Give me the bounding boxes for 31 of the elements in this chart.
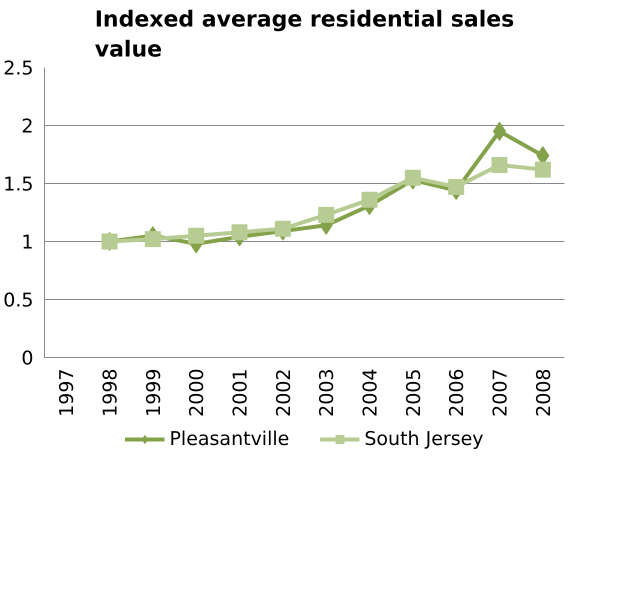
x-tick-label: 2007 <box>490 368 512 417</box>
x-tick-label: 2003 <box>316 368 338 417</box>
legend-label: Pleasantville <box>169 428 290 450</box>
x-tick-label: 2002 <box>272 368 295 417</box>
x-tick-label: 2004 <box>360 368 382 417</box>
chart-title: Indexed average residential sales value <box>94 8 514 62</box>
y-tick-label: 0.5 <box>3 290 34 312</box>
point <box>404 170 421 186</box>
y-tick-label: 2 <box>21 116 34 138</box>
point <box>318 206 334 223</box>
x-tick-label: 1999 <box>142 368 165 417</box>
point <box>188 228 204 244</box>
x-tick-label: 1998 <box>100 368 122 417</box>
point <box>492 156 508 173</box>
x-tick-label: 2000 <box>186 368 208 417</box>
point <box>534 162 551 178</box>
x-tick-label: 2005 <box>402 368 425 417</box>
y-tick-label: 0 <box>21 348 34 370</box>
point <box>448 178 464 195</box>
x-tick-label: 2001 <box>230 368 252 417</box>
legend-label: South Jersey <box>364 428 484 450</box>
point <box>274 220 291 237</box>
point <box>232 224 248 240</box>
y-tick-label: 2.5 <box>3 58 34 80</box>
point <box>362 192 378 208</box>
point <box>144 231 161 248</box>
y-tick-label: 1.5 <box>3 174 34 196</box>
x-tick-label: 2006 <box>446 368 468 417</box>
y-tick-label: 1 <box>21 232 34 254</box>
x-tick-label: 1997 <box>56 368 78 417</box>
x-tick-label: 2008 <box>532 368 555 417</box>
